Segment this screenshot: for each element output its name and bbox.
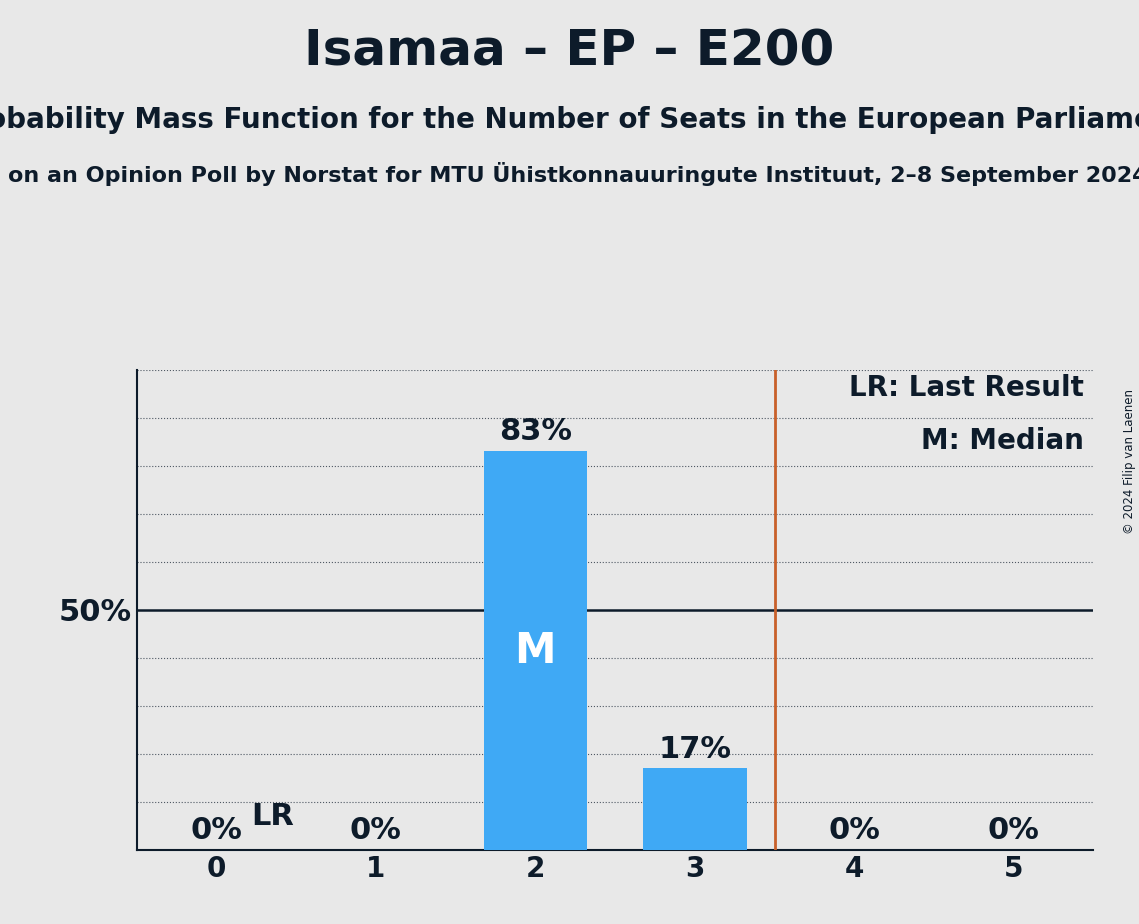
Text: 0%: 0% xyxy=(350,816,402,845)
Text: 83%: 83% xyxy=(499,418,572,446)
Text: M: Median: M: Median xyxy=(921,427,1084,456)
Text: M: M xyxy=(515,629,556,672)
Text: Based on an Opinion Poll by Norstat for MTU Ühistkonnauuringute Instituut, 2–8 S: Based on an Opinion Poll by Norstat for … xyxy=(0,162,1139,186)
Text: Probability Mass Function for the Number of Seats in the European Parliament: Probability Mass Function for the Number… xyxy=(0,106,1139,134)
Text: 0%: 0% xyxy=(190,816,243,845)
Text: 17%: 17% xyxy=(658,735,731,763)
Text: 0%: 0% xyxy=(828,816,880,845)
Bar xyxy=(642,769,747,850)
Bar xyxy=(483,451,588,850)
Text: 0%: 0% xyxy=(988,816,1040,845)
Text: Isamaa – EP – E200: Isamaa – EP – E200 xyxy=(304,28,835,76)
Text: LR: Last Result: LR: Last Result xyxy=(849,374,1084,403)
Text: LR: LR xyxy=(251,802,294,831)
Text: © 2024 Filip van Laenen: © 2024 Filip van Laenen xyxy=(1123,390,1136,534)
